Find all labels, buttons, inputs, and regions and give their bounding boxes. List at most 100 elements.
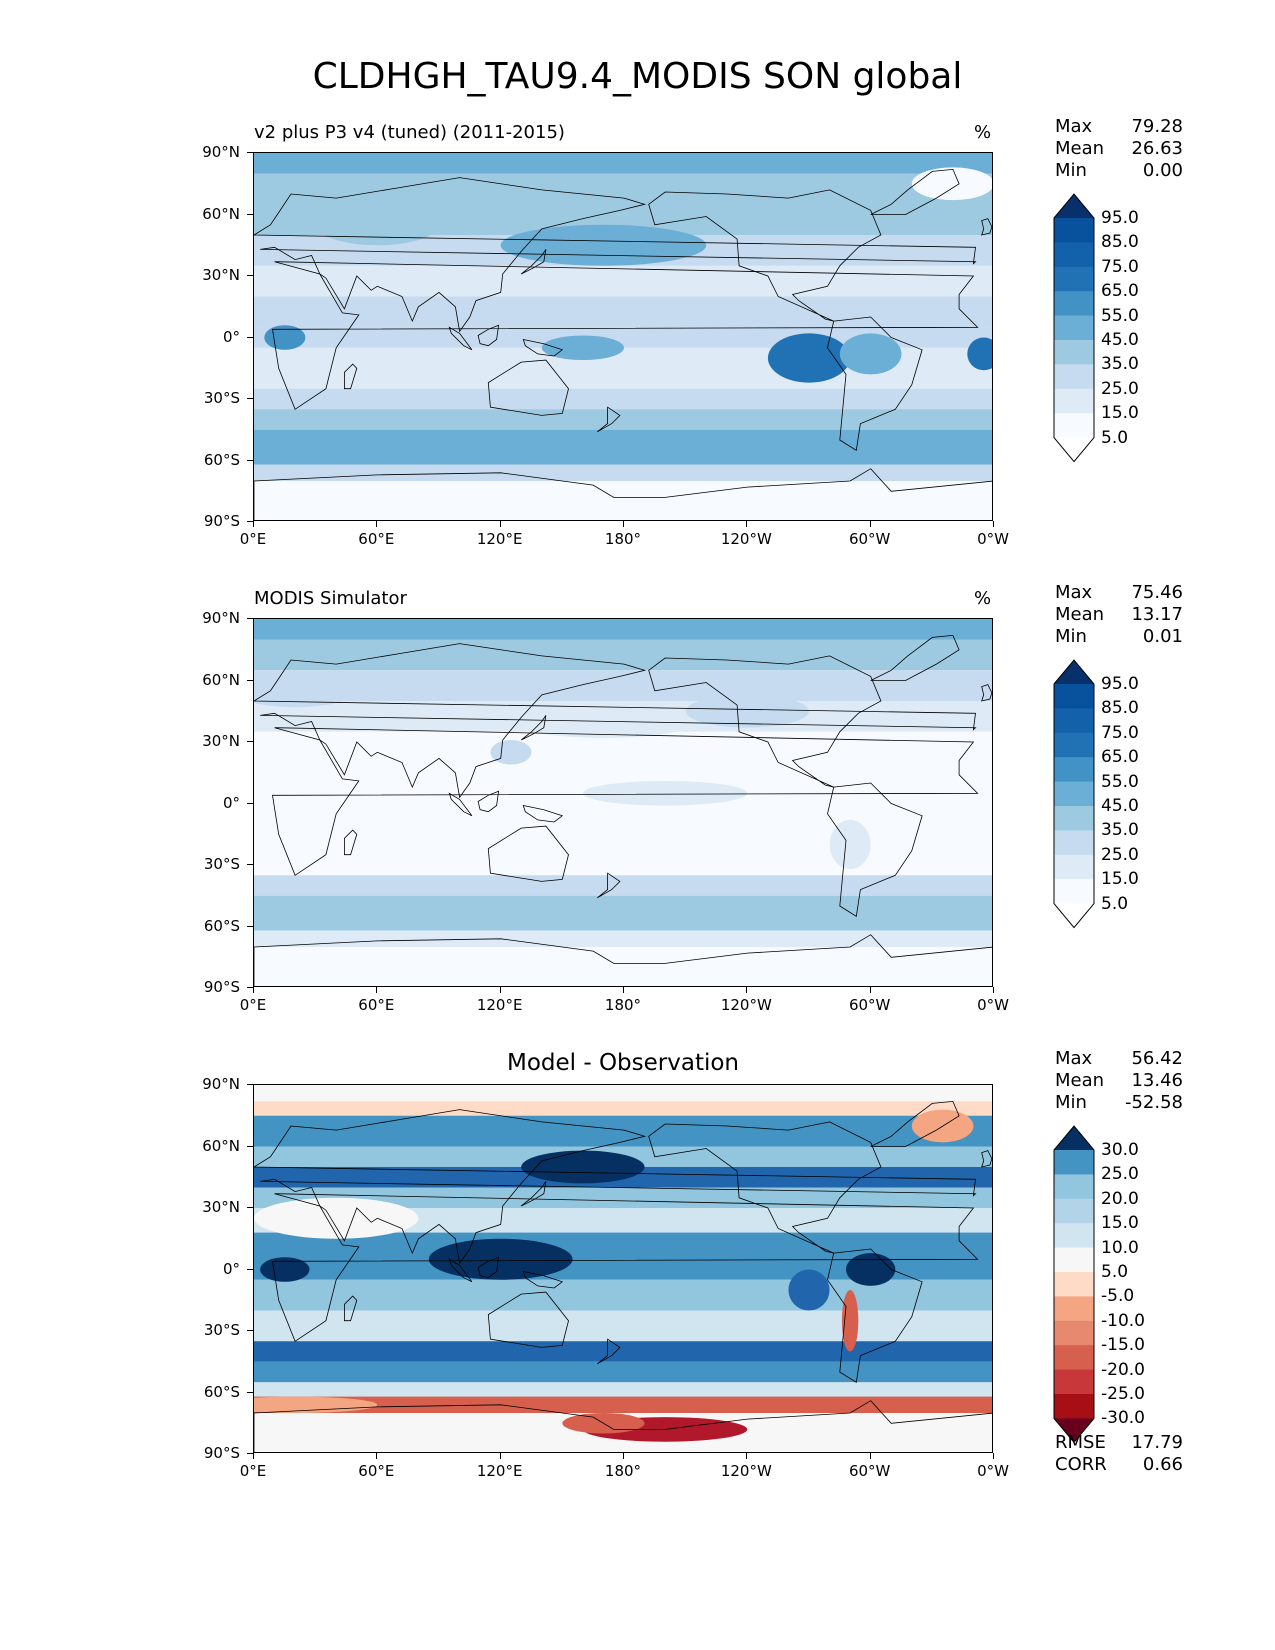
lat-tick-mark: [247, 1145, 253, 1147]
coastline-borneo: [477, 324, 500, 347]
colorbar-tick-label: 30.0: [1101, 1140, 1139, 1160]
colorbar-tick-label: 95.0: [1101, 674, 1139, 694]
map-obs-svg: [254, 619, 992, 986]
lat-tick-mark: [247, 521, 253, 522]
lat-tick-mark: [247, 398, 253, 399]
lon-tick-mark: [623, 1453, 624, 1459]
latitude-band: [254, 296, 992, 328]
lat-tick-mark: [247, 1391, 253, 1393]
lon-tick-label: 180°: [604, 996, 642, 1014]
colorbar-extend-max: [1054, 660, 1094, 684]
colorbar-obs: 95.0 85.0 75.0 65.0 55.0 45.0 35.0 25.0 15.0 5.0: [1053, 659, 1139, 933]
lon-tick-mark: [376, 987, 378, 993]
coastline-antarctica: [254, 1400, 992, 1452]
stat-max-label: Max: [1055, 582, 1093, 603]
colorbar-outline: [1053, 1125, 1095, 1444]
colorbar-tick-label: -25.0: [1101, 1384, 1145, 1404]
coastline-africa: [272, 1193, 979, 1342]
field-feature: [967, 337, 992, 371]
colorbar-tick-label: 5.0: [1101, 427, 1129, 448]
lon-tick-mark: [746, 1453, 748, 1459]
colorbar-segment: [1054, 218, 1094, 243]
lon-tick-mark: [499, 1453, 501, 1459]
lon-tick-mark: [746, 521, 748, 527]
coastline-nz: [597, 872, 621, 899]
coastline-northamerica: [648, 189, 882, 322]
coastline-borneo: [477, 790, 500, 813]
coastline-greenland: [870, 168, 960, 215]
lon-tick-label: 60°E: [358, 1462, 395, 1480]
coastline-madagascar: [344, 829, 358, 856]
lon-tick-label: 0°W: [977, 996, 1009, 1014]
field-feature: [428, 1238, 573, 1280]
lon-tick-label: 120°W: [720, 996, 772, 1014]
lon-tick-mark: [869, 521, 871, 527]
field-feature: [254, 674, 357, 708]
coastline-newguinea: [522, 804, 564, 823]
colorbar-segment: [1054, 879, 1094, 905]
latitude-band: [254, 1341, 992, 1362]
latitude-band: [254, 153, 992, 174]
colorbar-tick-label: 15.0: [1101, 403, 1139, 424]
lon-tick-label: 180°: [604, 1462, 642, 1480]
colorbar-tick-label: 55.0: [1101, 771, 1139, 792]
lat-tick-label: 30°N: [202, 266, 240, 284]
map-diff-svg: [254, 1085, 992, 1452]
field-feature: [767, 333, 851, 383]
latitude-band: [254, 388, 992, 410]
map-model-svg: [254, 153, 992, 520]
colorbar-segment: [1054, 732, 1094, 758]
field-feature: [911, 167, 992, 201]
latitude-band: [254, 930, 992, 947]
latitude-band: [254, 619, 992, 640]
stat-min-label: Min: [1055, 160, 1087, 181]
field-feature: [841, 1290, 859, 1352]
colorbar-segment: [1054, 1369, 1094, 1395]
stat-min-label: Min: [1055, 626, 1087, 647]
lat-tick-mark: [247, 618, 253, 619]
colorbar-segment: [1054, 291, 1094, 317]
colorbar-svg: [1053, 1125, 1095, 1444]
lon-tick-label: 120°E: [476, 1462, 523, 1480]
colorbar-segment: [1054, 388, 1094, 414]
colorbar-tick-label: 75.0: [1101, 256, 1139, 277]
field-feature: [839, 333, 902, 375]
lat-tick-label: 30°S: [203, 389, 240, 407]
colorbar-segment: [1054, 1223, 1094, 1249]
coastline-greenland: [870, 1100, 960, 1147]
colorbar-tick-label: -30.0: [1101, 1408, 1145, 1429]
lat-tick-label: 90°S: [203, 978, 240, 996]
colorbar-tick-label: 20.0: [1101, 1188, 1139, 1209]
lon-tick-mark: [253, 987, 254, 993]
field-feature: [254, 1396, 378, 1413]
metrics-diff: RMSE 17.79 CORR 0.66: [1055, 1432, 1183, 1476]
coastline-sumatra: [448, 326, 473, 351]
latitude-band: [254, 481, 992, 520]
coastline-madagascar: [344, 1295, 358, 1322]
field-feature: [788, 1269, 830, 1311]
latitude-band: [254, 464, 992, 481]
stat-max-value: 56.42: [1131, 1048, 1183, 1069]
coastline-southamerica: [827, 316, 923, 451]
colorbar-tick-label: 45.0: [1101, 796, 1139, 816]
stats-diff: Max 56.42 Mean 13.46 Min -52.58: [1055, 1048, 1183, 1114]
field-feature: [521, 1150, 645, 1184]
panel-title: MODIS Simulator: [254, 588, 407, 609]
lon-tick-mark: [623, 521, 624, 527]
colorbar-tick-label: 25.0: [1101, 1164, 1139, 1185]
colorbar-tick-label: 25.0: [1101, 844, 1139, 865]
colorbar-tick-label: 65.0: [1101, 747, 1139, 768]
lat-tick-label: 30°S: [203, 1321, 240, 1339]
lat-tick-label: 30°N: [202, 732, 240, 750]
coastline-nz: [597, 1338, 621, 1365]
lon-tick-mark: [869, 987, 871, 993]
colorbar-segment: [1054, 413, 1094, 439]
stat-mean-value: 26.63: [1131, 138, 1183, 159]
coastline-nz: [597, 406, 621, 433]
lat-tick-mark: [247, 213, 253, 215]
colorbar-tick-label: 65.0: [1101, 281, 1139, 302]
lat-tick-label: 0°: [222, 793, 240, 812]
coastline-uk: [981, 218, 992, 236]
coastline-sumatra: [448, 792, 473, 817]
lat-tick-label: 90°N: [202, 609, 240, 627]
